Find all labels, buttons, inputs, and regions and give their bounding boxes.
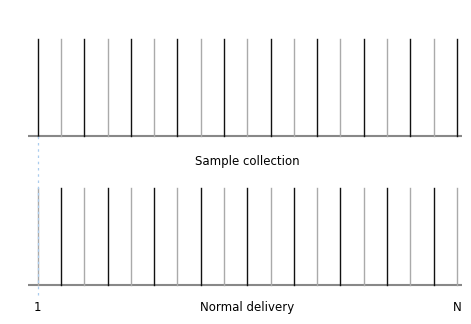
Text: 1: 1 bbox=[34, 301, 41, 314]
Text: Sample collection: Sample collection bbox=[195, 156, 300, 168]
Text: Normal delivery: Normal delivery bbox=[200, 301, 294, 314]
Text: N: N bbox=[453, 301, 461, 314]
